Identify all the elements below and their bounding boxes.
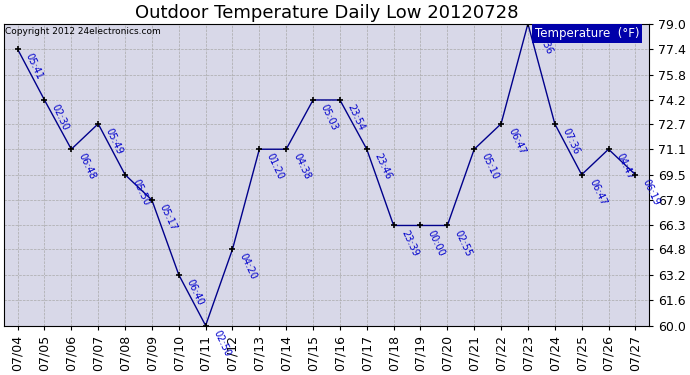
Text: 04:47: 04:47 bbox=[614, 152, 635, 182]
Text: 06:47: 06:47 bbox=[506, 127, 527, 156]
Text: 23:39: 23:39 bbox=[400, 228, 420, 258]
Text: 02:55: 02:55 bbox=[453, 228, 474, 258]
Text: 23:54: 23:54 bbox=[346, 103, 366, 132]
Title: Outdoor Temperature Daily Low 20120728: Outdoor Temperature Daily Low 20120728 bbox=[135, 4, 518, 22]
Text: 23:46: 23:46 bbox=[373, 152, 393, 182]
Text: 05:50: 05:50 bbox=[130, 177, 152, 207]
Text: 01:36: 01:36 bbox=[533, 27, 554, 56]
Text: 06:47: 06:47 bbox=[587, 177, 608, 207]
Text: Copyright 2012 24electronics.com: Copyright 2012 24electronics.com bbox=[5, 27, 161, 36]
Text: 01:20: 01:20 bbox=[265, 152, 286, 182]
Text: 04:38: 04:38 bbox=[292, 152, 313, 182]
Text: 02:50: 02:50 bbox=[211, 328, 232, 358]
Text: 05:03: 05:03 bbox=[319, 103, 339, 132]
Text: 07:36: 07:36 bbox=[560, 127, 581, 156]
Text: 06:40: 06:40 bbox=[184, 278, 205, 307]
Text: 06:19: 06:19 bbox=[641, 177, 662, 207]
Text: Temperature  (°F): Temperature (°F) bbox=[535, 27, 639, 40]
Text: 02:30: 02:30 bbox=[50, 103, 71, 132]
Text: 05:10: 05:10 bbox=[480, 152, 501, 182]
Text: 05:41: 05:41 bbox=[23, 52, 44, 81]
Text: 06:48: 06:48 bbox=[77, 152, 98, 182]
Text: 05:17: 05:17 bbox=[157, 203, 178, 232]
Text: 05:49: 05:49 bbox=[104, 127, 125, 156]
Text: 04:20: 04:20 bbox=[238, 252, 259, 282]
Text: 00:00: 00:00 bbox=[426, 228, 447, 258]
